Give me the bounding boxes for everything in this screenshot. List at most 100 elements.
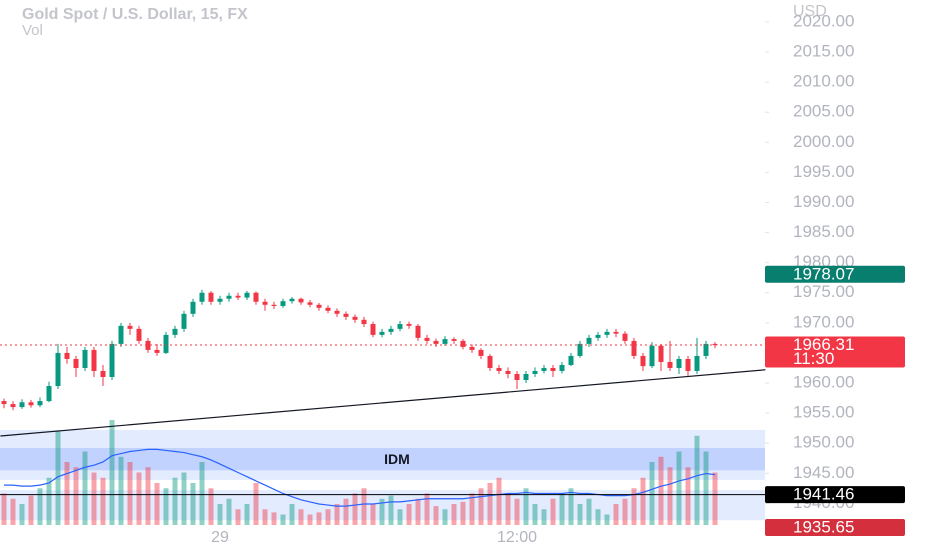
volume-bar (298, 509, 304, 525)
volume-bar (235, 509, 241, 525)
candle-body (694, 355, 700, 371)
volume-bar (640, 477, 646, 525)
y-tick-label: 1945.00 (793, 463, 854, 482)
y-tick-label: 2000.00 (793, 132, 854, 151)
candle-body (595, 334, 601, 338)
price-tag (765, 519, 905, 536)
candle-body (172, 328, 178, 335)
volume-bar (685, 467, 691, 525)
candle-body (586, 337, 592, 344)
volume-bar (343, 498, 349, 525)
volume-bar (568, 488, 574, 525)
candle-body (424, 337, 430, 341)
trendline (0, 369, 766, 437)
candle-body (28, 402, 34, 406)
volume-bar (91, 472, 97, 525)
volume-bar (658, 456, 664, 525)
volume-bar (433, 506, 439, 525)
candle-body (298, 298, 304, 303)
volume-bar (667, 467, 673, 525)
candle-body (118, 325, 124, 344)
candle-body (100, 370, 106, 377)
candle-body (568, 355, 574, 365)
candle-body (577, 343, 583, 356)
candle-body (154, 349, 160, 353)
candle-body (316, 304, 322, 308)
candle-body (235, 295, 241, 298)
volume-bar (694, 435, 700, 525)
volume-bar (451, 504, 457, 525)
candle-body (685, 358, 691, 371)
volume-bar (73, 467, 79, 525)
candle-body (559, 364, 565, 371)
price-tag-label: 1978.07 (793, 264, 854, 283)
volume-bar (415, 498, 421, 525)
candle-body (1, 401, 7, 405)
candle-body (703, 343, 709, 356)
y-tick-label: 2005.00 (793, 102, 854, 121)
volume-bar (559, 493, 565, 525)
volume-bar (226, 498, 232, 525)
candle-body (226, 295, 232, 299)
volume-bar (613, 504, 619, 525)
volume-bar (1, 493, 7, 525)
candle-body (604, 331, 610, 335)
y-tick-label: 1950.00 (793, 433, 854, 452)
candle-body (712, 343, 718, 346)
volume-bar (280, 514, 286, 525)
candle-body (676, 358, 682, 368)
candle-body (487, 355, 493, 368)
candle-body (163, 334, 169, 353)
volume-bar (199, 462, 205, 525)
volume-bar (154, 483, 160, 525)
candle-body (37, 401, 43, 406)
candle-body (406, 324, 412, 326)
candle-body (613, 331, 619, 334)
volume-bar (478, 488, 484, 525)
volume-bar (181, 472, 187, 525)
x-tick-label: 12:00 (497, 529, 537, 546)
volume-bar (46, 477, 52, 525)
volume-bar (595, 509, 601, 525)
candle-body (388, 328, 394, 332)
candle-body (514, 373, 520, 381)
candle-body (46, 386, 52, 402)
candle-body (190, 301, 196, 314)
candle-body (145, 340, 151, 350)
x-tick-label: 29 (211, 529, 229, 546)
candle-body (91, 349, 97, 371)
volume-bar (532, 504, 538, 525)
y-tick-label: 2020.00 (793, 11, 854, 30)
volume-bar (208, 488, 214, 525)
candle-body (262, 301, 268, 305)
chart-title: Gold Spot / U.S. Dollar, 15, FX (22, 6, 248, 23)
candle-body (433, 340, 439, 344)
volume-bar (145, 467, 151, 525)
candle-body (532, 370, 538, 374)
candle-body (550, 367, 556, 371)
candle-body (415, 325, 421, 338)
candle-body (82, 349, 88, 368)
candle-body (334, 310, 340, 314)
candle-body (352, 316, 358, 320)
candle-body (460, 340, 466, 347)
candle-body (280, 301, 286, 306)
volume-bar (361, 488, 367, 525)
y-tick-label: 1960.00 (793, 372, 854, 391)
y-tick-label: 2010.00 (793, 72, 854, 91)
candle-body (244, 292, 250, 298)
volume-bar (307, 514, 313, 525)
volume-bar (505, 493, 511, 525)
volume-bar (712, 472, 718, 525)
candle-body (217, 298, 223, 302)
volume-bar (541, 509, 547, 525)
volume-bar (406, 504, 412, 525)
volume-bar (316, 512, 322, 525)
volume-bar (577, 504, 583, 525)
candle-body (109, 343, 115, 377)
volume-bar (496, 477, 502, 525)
volume-bar (55, 430, 61, 525)
y-tick-label: 1990.00 (793, 192, 854, 211)
y-tick-label: 1995.00 (793, 162, 854, 181)
